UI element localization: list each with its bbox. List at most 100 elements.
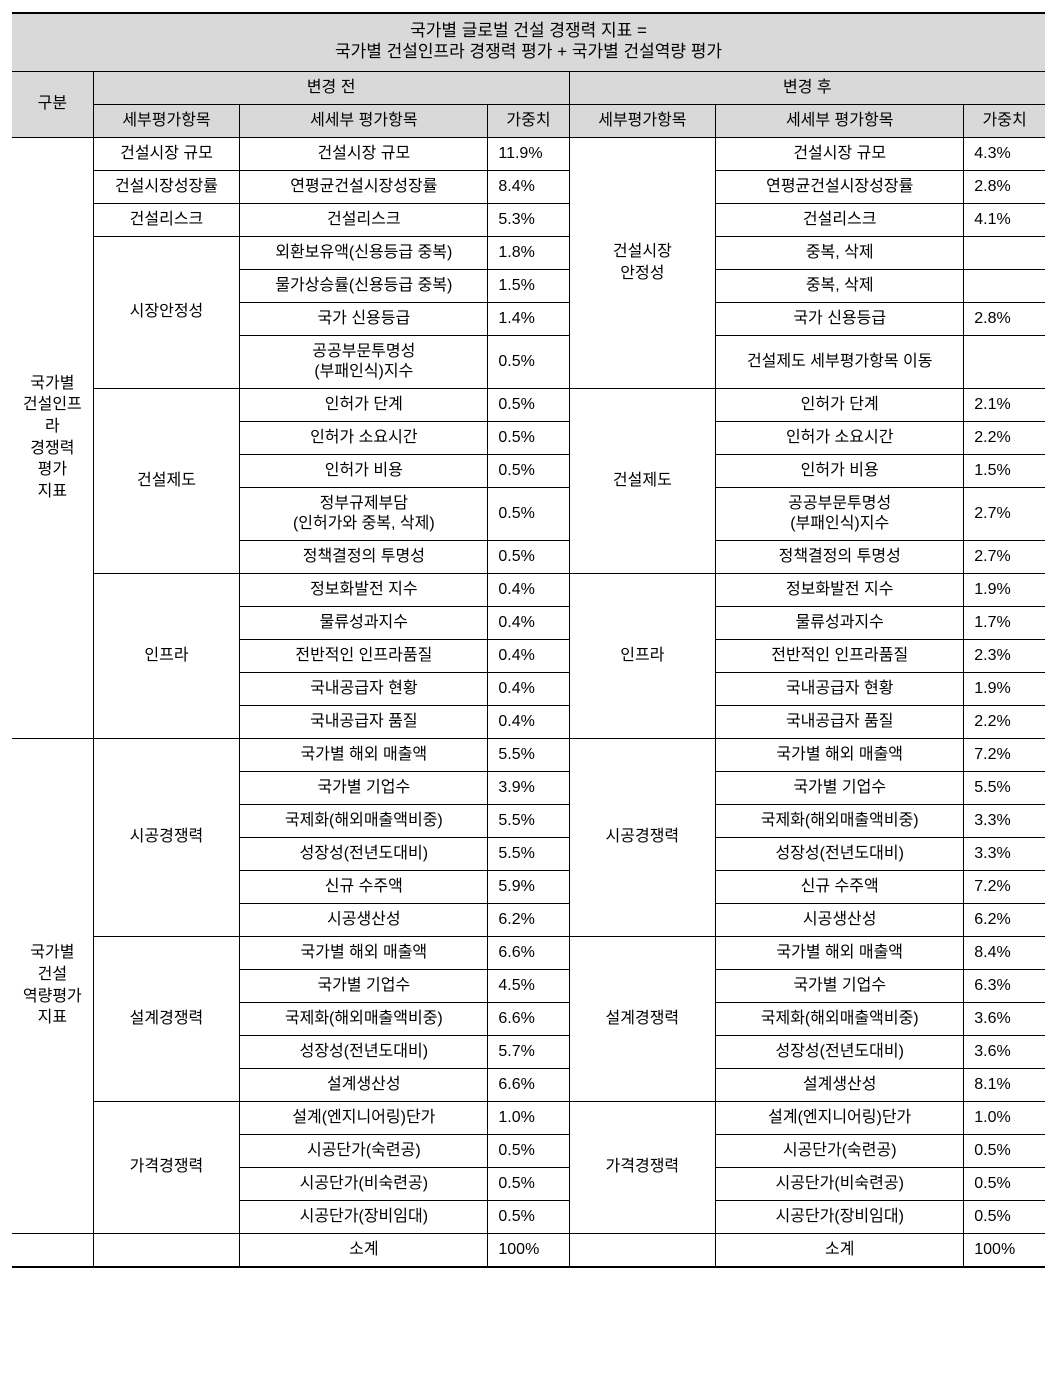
after-item: 연평균건설시장성장률 [716,170,964,203]
after-item: 국가별 해외 매출액 [716,936,964,969]
before-item: 인허가 비용 [240,454,488,487]
after-item: 인허가 단계 [716,388,964,421]
after-weight: 3.3% [964,837,1045,870]
before-weight: 1.5% [488,269,569,302]
table-row: 가격경쟁력 설계(엔지니어링)단가 1.0% 가격경쟁력 설계(엔지니어링)단가… [12,1101,1045,1134]
after-weight: 4.1% [964,203,1045,236]
before-weight: 0.4% [488,606,569,639]
header-before-sub: 세부평가항목 [93,104,240,137]
before-weight: 5.5% [488,837,569,870]
group2-label: 국가별건설역량평가지표 [12,738,93,1233]
before-weight: 5.9% [488,870,569,903]
after-weight: 4.3% [964,137,1045,170]
header-after: 변경 후 [569,71,1045,104]
before-cat: 건설리스크 [93,203,240,236]
before-item: 정보화발전 지수 [240,573,488,606]
competitiveness-table: 국가별 글로벌 건설 경쟁력 지표 = 국가별 건설인프라 경쟁력 평가 + 국… [12,12,1045,1268]
before-item: 국가별 기업수 [240,771,488,804]
after-weight: 3.6% [964,1002,1045,1035]
after-item: 성장성(전년도대비) [716,1035,964,1068]
after-weight: 1.0% [964,1101,1045,1134]
after-item: 건설제도 세부평가항목 이동 [716,335,964,388]
before-item: 연평균건설시장성장률 [240,170,488,203]
after-weight: 7.2% [964,738,1045,771]
before-item: 전반적인 인프라품질 [240,639,488,672]
table-row: 건설시장성장률 연평균건설시장성장률 8.4% 연평균건설시장성장률 2.8% [12,170,1045,203]
after-weight: 0.5% [964,1167,1045,1200]
before-weight: 3.9% [488,771,569,804]
before-weight: 0.5% [488,421,569,454]
after-item: 국가 신용등급 [716,302,964,335]
after-weight: 2.1% [964,388,1045,421]
before-cat: 건설제도 [93,388,240,573]
after-item: 국제화(해외매출액비중) [716,1002,964,1035]
before-item: 시공단가(장비임대) [240,1200,488,1233]
after-weight: 6.2% [964,903,1045,936]
header-before-detail: 세세부 평가항목 [240,104,488,137]
after-weight: 0.5% [964,1134,1045,1167]
after-cat-system: 건설제도 [569,388,716,573]
after-weight: 3.3% [964,804,1045,837]
before-weight: 5.5% [488,804,569,837]
after-cat-infra: 인프라 [569,573,716,738]
before-weight: 0.4% [488,705,569,738]
after-weight: 2.8% [964,302,1045,335]
subtotal-empty [93,1233,240,1267]
after-item: 성장성(전년도대비) [716,837,964,870]
after-item: 건설시장 규모 [716,137,964,170]
before-weight: 1.0% [488,1101,569,1134]
after-item: 국제화(해외매출액비중) [716,804,964,837]
before-weight: 0.5% [488,335,569,388]
before-item: 물가상승률(신용등급 중복) [240,269,488,302]
after-cat-design: 설계경쟁력 [569,936,716,1101]
before-item: 국제화(해외매출액비중) [240,1002,488,1035]
subtotal-empty [12,1233,93,1267]
table-row: 국가별건설인프라경쟁력평가지표 건설시장 규모 건설시장 규모 11.9% 건설… [12,137,1045,170]
after-weight: 8.1% [964,1068,1045,1101]
table-row: 건설리스크 건설리스크 5.3% 건설리스크 4.1% [12,203,1045,236]
after-item: 정책결정의 투명성 [716,540,964,573]
before-weight: 0.5% [488,454,569,487]
before-item: 건설시장 규모 [240,137,488,170]
before-item: 국내공급자 품질 [240,705,488,738]
after-item: 신규 수주액 [716,870,964,903]
after-item: 전반적인 인프라품질 [716,639,964,672]
after-item: 국가별 기업수 [716,771,964,804]
before-weight: 1.8% [488,236,569,269]
after-item: 국내공급자 품질 [716,705,964,738]
before-weight: 0.4% [488,573,569,606]
before-cat: 시공경쟁력 [93,738,240,936]
before-cat: 인프라 [93,573,240,738]
after-weight: 0.5% [964,1200,1045,1233]
after-weight: 1.9% [964,573,1045,606]
header-after-detail: 세세부 평가항목 [716,104,964,137]
after-item: 시공생산성 [716,903,964,936]
before-item: 국가별 해외 매출액 [240,936,488,969]
before-item: 국가 신용등급 [240,302,488,335]
before-cat: 건설시장성장률 [93,170,240,203]
table-row: 국가별건설역량평가지표 시공경쟁력 국가별 해외 매출액 5.5% 시공경쟁력 … [12,738,1045,771]
after-weight: 3.6% [964,1035,1045,1068]
before-weight: 1.4% [488,302,569,335]
before-item: 인허가 단계 [240,388,488,421]
after-item: 시공단가(비숙련공) [716,1167,964,1200]
after-item: 공공부문투명성(부패인식)지수 [716,487,964,540]
before-item: 외환보유액(신용등급 중복) [240,236,488,269]
header-before: 변경 전 [93,71,569,104]
after-weight: 1.9% [964,672,1045,705]
title-line2: 국가별 건설인프라 경쟁력 평가 + 국가별 건설역량 평가 [335,42,722,61]
after-item: 정보화발전 지수 [716,573,964,606]
after-weight: 7.2% [964,870,1045,903]
after-item: 국가별 해외 매출액 [716,738,964,771]
before-weight: 0.5% [488,1134,569,1167]
before-item: 국내공급자 현황 [240,672,488,705]
title-line1: 국가별 글로벌 건설 경쟁력 지표 = [410,21,647,40]
after-weight [964,335,1045,388]
after-item: 물류성과지수 [716,606,964,639]
table-row: 건설제도 인허가 단계 0.5% 건설제도 인허가 단계 2.1% [12,388,1045,421]
before-weight: 0.5% [488,487,569,540]
before-weight: 6.6% [488,936,569,969]
after-weight: 1.5% [964,454,1045,487]
after-item: 인허가 소요시간 [716,421,964,454]
before-item: 시공단가(숙련공) [240,1134,488,1167]
